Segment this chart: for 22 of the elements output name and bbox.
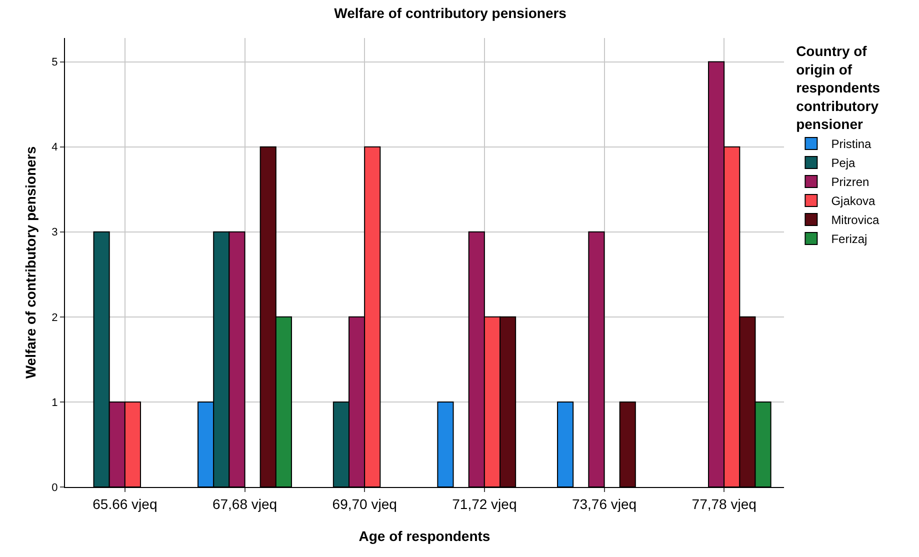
y-tick-label: 2 xyxy=(52,312,58,324)
legend-label: Peja xyxy=(831,156,856,170)
x-tick-label: 71,72 vjeq xyxy=(452,496,517,512)
legend-label: Mitrovica xyxy=(831,213,880,228)
x-tick-label: 73,76 vjeq xyxy=(572,496,637,512)
legend-label: Prizren xyxy=(831,175,870,190)
y-tick-label: 1 xyxy=(52,396,58,409)
x-tick-label: 67,68 vjeq xyxy=(212,496,278,512)
y-tick-label: 0 xyxy=(52,482,58,494)
chart-title: Welfare of contributory pensioners xyxy=(334,5,567,22)
y-tick-label: 5 xyxy=(52,56,58,69)
x-tick-label: 65.66 vjeq xyxy=(92,496,158,512)
legend-label: Ferizaj xyxy=(831,232,868,246)
legend-label: Pristina xyxy=(831,137,872,152)
y-axis-title: Welfare of contributory pensioners xyxy=(22,146,38,379)
y-tick-label: 4 xyxy=(52,142,58,154)
legend-label: Gjakova xyxy=(831,194,876,208)
y-tick-label: 3 xyxy=(52,226,58,239)
x-axis-title: Age of respondents xyxy=(358,528,490,544)
x-tick-label: 69,70 vjeq xyxy=(332,496,397,512)
legend-title: Country of origin of respondents contributory pensioner xyxy=(796,43,880,132)
x-tick-label: 77,78 vjeq xyxy=(692,496,756,512)
